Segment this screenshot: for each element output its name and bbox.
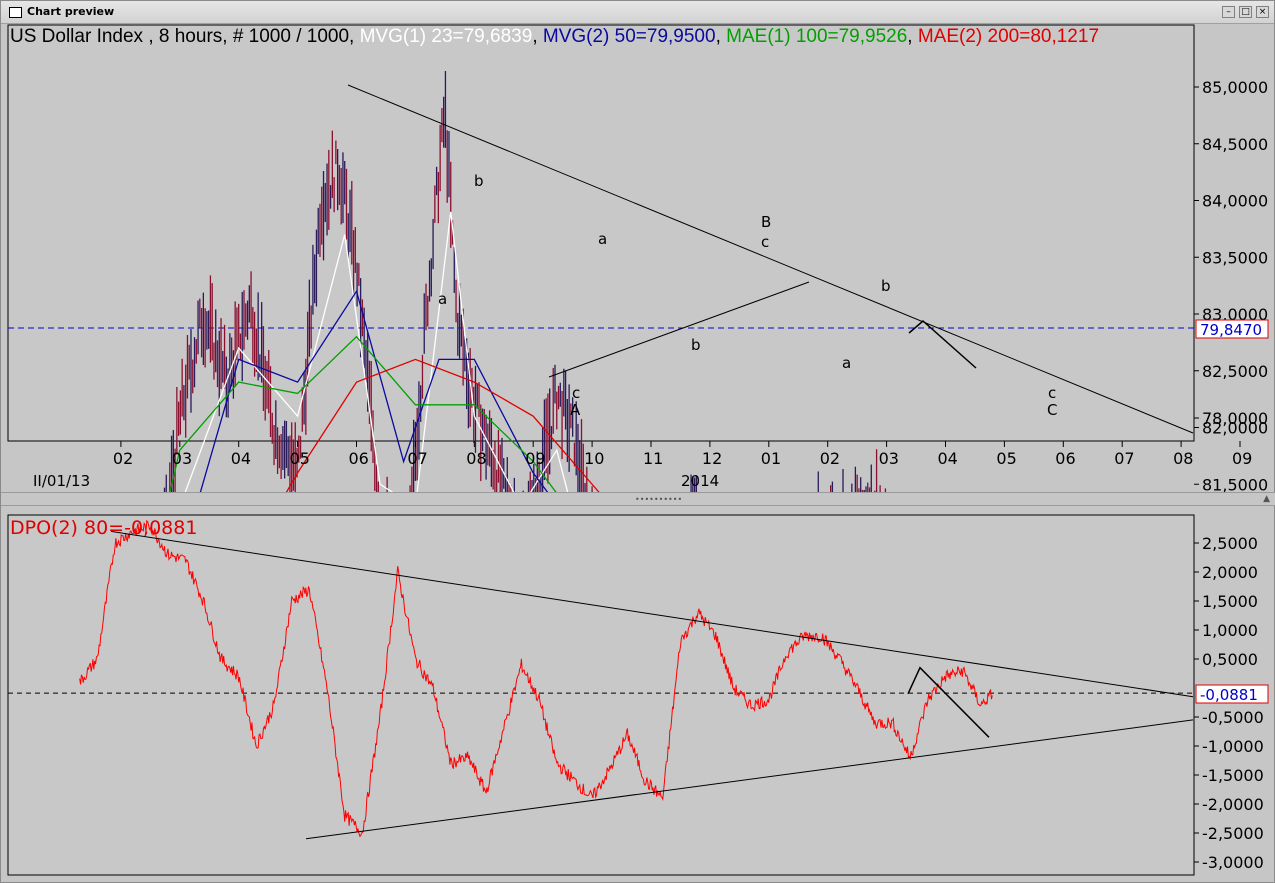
price-x-tick-label: 02: [820, 449, 840, 468]
dpo-y-tick-label: -3,0000: [1202, 853, 1264, 872]
price-x-tick-label: 09: [1232, 449, 1252, 468]
date-start-label: II/01/13: [33, 472, 90, 490]
price-y-tick-label: 82,5000: [1202, 362, 1268, 381]
price-x-tick-label: 01: [761, 449, 781, 468]
price-y-tick-label: 83,0000: [1202, 305, 1268, 324]
price-x-tick-label: 10: [584, 449, 604, 468]
header-part: ,: [532, 26, 543, 47]
downtrend-line: [347, 84, 1194, 434]
price-x-tick-label: 11: [643, 449, 663, 468]
wave-label: c: [761, 233, 769, 251]
price-plot-area: [7, 24, 1195, 442]
collapse-icon[interactable]: ▲: [1263, 494, 1270, 504]
wave-label: B: [761, 213, 771, 231]
dpo-y-tick-label: -2,5000: [1202, 824, 1264, 843]
minimize-button[interactable]: –: [1222, 6, 1235, 18]
wave-label: C: [1047, 401, 1057, 419]
moving-average-line: [184, 211, 569, 492]
dpo-plot-area: [7, 514, 1195, 876]
dpo-title: DPO(2) 80=-0,0881: [10, 517, 197, 539]
price-y-tick-label: 78,0000: [1202, 409, 1268, 428]
dpo-series-layer: [8, 519, 1194, 840]
title-bar: Chart preview – □ ×: [1, 1, 1274, 24]
last-price-label: 79,8470: [1200, 321, 1262, 339]
price-x-tick-label: 05: [996, 449, 1016, 468]
header-part: MAE(2) 200=80,1217: [918, 26, 1099, 47]
price-x-tick-label: 06: [349, 449, 369, 468]
dpo-last-label: -0,0881: [1200, 686, 1258, 704]
price-x-tick-label: 03: [172, 449, 192, 468]
wave-label: a: [438, 290, 447, 308]
dpo-y-axis: 2,5000 2,0000 1,5000 1,0000 0,5000 -0,5000 -1,…: [1194, 534, 1264, 872]
dpo-y-tick-label: 2,5000: [1202, 534, 1258, 553]
dpo-y-tick-label: -1,5000: [1202, 766, 1264, 785]
price-y-tick-label: 81,5000: [1202, 475, 1268, 492]
price-header: US Dollar Index , 8 hours, # 1000 / 1000…: [10, 26, 1099, 47]
year-label: 2014: [681, 472, 719, 490]
wave-label: b: [881, 277, 891, 295]
price-y-tick-label: 84,5000: [1202, 135, 1268, 154]
dpo-y-tick-label: -2,0000: [1202, 795, 1264, 814]
price-y-tick-label: 84,0000: [1202, 192, 1268, 211]
price-x-tick-label: 04: [938, 449, 958, 468]
price-x-tick-label: 03: [879, 449, 899, 468]
price-x-tick-label: 02: [113, 449, 133, 468]
wave-label: c: [1048, 384, 1056, 402]
header-part: ,: [716, 26, 727, 47]
app-icon: [9, 7, 22, 18]
price-chart[interactable]: US Dollar Index , 8 hours, # 1000 / 1000…: [1, 23, 1274, 492]
close-button[interactable]: ×: [1256, 6, 1269, 18]
dpo-y-tick-label: -1,0000: [1202, 737, 1264, 756]
price-x-tick-label: 05: [290, 449, 310, 468]
wave-label: a: [598, 230, 607, 248]
dpo-y-tick-label: 2,0000: [1202, 563, 1258, 582]
price-x-tick-label: 08: [1173, 449, 1193, 468]
header-part: MAE(1) 100=79,9526: [726, 26, 907, 47]
wave-label: A: [570, 401, 581, 419]
splitter-grip-icon: ••••••••••: [635, 495, 683, 504]
wave-label: b: [691, 336, 701, 354]
header-part: MVG(1) 23=79,6839: [360, 26, 533, 47]
dpo-y-tick-label: 1,5000: [1202, 592, 1258, 611]
header-part: MVG(2) 50=79,9500: [543, 26, 716, 47]
dpo-last-marker: -0,0881: [1195, 684, 1269, 704]
panel-splitter[interactable]: •••••••••• ▲: [1, 492, 1275, 506]
price-series-layer: [8, 70, 1194, 492]
dpo-chart[interactable]: DPO(2) 80=-0,0881 2,5000 2,0000 1,5000 1,00…: [1, 508, 1274, 878]
price-y-tick-label: 82,0000: [1202, 419, 1268, 438]
dpo-line: [79, 519, 993, 837]
price-x-tick-label: 09: [525, 449, 545, 468]
price-y-tick-label: 85,0000: [1202, 78, 1268, 97]
projection-line: [908, 320, 977, 369]
price-x-tick-label: 07: [1114, 449, 1134, 468]
moving-average-line: [285, 358, 600, 492]
price-y-tick-label: 83,5000: [1202, 248, 1268, 267]
header-part: US Dollar Index , 8 hours, # 1000 / 1000…: [10, 26, 360, 47]
maximize-button[interactable]: □: [1239, 6, 1252, 18]
dpo-projection-line: [907, 666, 990, 738]
wave-label: a: [842, 354, 851, 372]
price-x-tick-label: 04: [231, 449, 251, 468]
header-part: ,: [907, 26, 918, 47]
dpo-upper-trendline: [110, 530, 1194, 698]
price-x-tick-label: 08: [466, 449, 486, 468]
price-x-tick-label: 07: [407, 449, 427, 468]
uptrend-line: [548, 281, 810, 378]
price-x-axis: 02 03 04 05 06 07 08 09 10 11 12 01 02 03 04 05 06 07 08 09: [113, 441, 1252, 468]
window-title: Chart preview: [27, 5, 115, 18]
dpo-y-tick-label: 0,5000: [1202, 650, 1258, 669]
dpo-y-tick-label: 1,0000: [1202, 621, 1258, 640]
price-x-tick-label: 12: [702, 449, 722, 468]
moving-average-line: [169, 335, 557, 492]
price-y-axis: 85,0000 84,5000 84,0000 83,5000 83,0000 82,50…: [1194, 78, 1268, 492]
wave-label: c: [572, 384, 580, 402]
price-x-tick-label: 06: [1055, 449, 1075, 468]
wave-label: b: [474, 172, 484, 190]
dpo-lower-trendline: [305, 719, 1194, 840]
dpo-y-tick-label: -0,5000: [1202, 708, 1264, 727]
last-price-marker: 79,8470: [1195, 319, 1269, 339]
